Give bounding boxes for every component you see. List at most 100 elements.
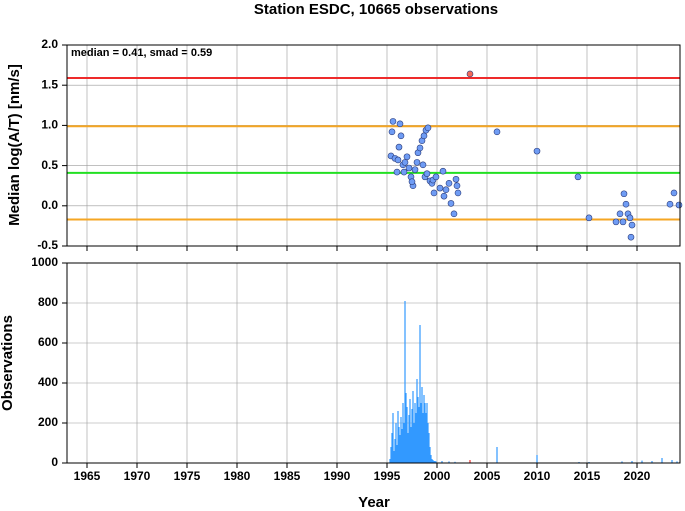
bar [417, 397, 419, 463]
y-tick-label: 1.5 [41, 77, 58, 91]
bar [425, 413, 427, 463]
bar [411, 409, 413, 463]
point [452, 175, 460, 183]
y-tick-label: 0.5 [41, 158, 58, 172]
point [393, 168, 401, 176]
x-tick-label: 1990 [324, 469, 351, 483]
bar [427, 423, 429, 463]
point [585, 214, 593, 222]
x-tick-label: 1965 [74, 469, 101, 483]
point [424, 124, 432, 132]
y-tick-label: 1.0 [41, 118, 58, 132]
y-axis-label: Observations [0, 315, 16, 411]
panel: 1965 1970 1975 1980 1985 1990 1995 2000 2005 2010… [31, 255, 681, 483]
bar [424, 403, 426, 463]
point [445, 179, 453, 187]
bar [407, 433, 409, 463]
point [395, 143, 403, 151]
point [493, 128, 501, 136]
bar [405, 393, 407, 463]
point [447, 200, 455, 207]
bar [676, 461, 678, 463]
x-tick-label: 1970 [124, 469, 151, 483]
bar [409, 399, 411, 463]
point [453, 182, 461, 189]
y-tick-label: 600 [38, 335, 58, 349]
y-tick-label: 2.0 [41, 37, 58, 51]
bar [621, 461, 623, 463]
bar [399, 435, 401, 463]
x-axis-label: Year [358, 494, 390, 511]
bar [402, 403, 404, 463]
bar [397, 411, 399, 463]
bar [641, 460, 643, 463]
point [405, 164, 413, 172]
point [620, 190, 628, 198]
bar [422, 413, 424, 463]
point [612, 218, 620, 226]
bar [434, 461, 436, 463]
bar [430, 455, 432, 463]
bar [390, 447, 392, 463]
bar [631, 461, 633, 463]
bar [404, 301, 406, 463]
x-tick-label: 2005 [474, 469, 501, 483]
bar [671, 460, 673, 463]
point [432, 173, 440, 181]
point [401, 159, 409, 166]
bar [408, 415, 410, 463]
bar [392, 413, 394, 463]
chart-title: Station ESDC, 10665 observations [254, 1, 498, 18]
bar [410, 427, 412, 463]
y-tick-label: 1000 [31, 255, 58, 269]
panel: -0.5 0.0 0.5 1.0 1.5 2.0 [37, 37, 683, 252]
bar [441, 461, 443, 463]
point [420, 132, 428, 140]
y-tick-label: 0 [51, 455, 58, 469]
point [622, 200, 630, 208]
point [430, 189, 438, 197]
x-tick-label: 1980 [224, 469, 251, 483]
point [450, 210, 458, 218]
plot-frame [66, 262, 681, 464]
x-tick-label: 1985 [274, 469, 301, 483]
point [466, 70, 474, 78]
point [454, 189, 462, 197]
bar [454, 461, 456, 463]
y-tick-label: 400 [38, 375, 58, 389]
point [388, 128, 396, 136]
bar [415, 413, 417, 463]
point [440, 192, 448, 200]
bar [418, 407, 420, 463]
x-tick-label: 1995 [374, 469, 401, 483]
y-tick-label: 0.0 [41, 198, 58, 212]
bar [431, 459, 433, 463]
point [626, 214, 634, 222]
bar [536, 455, 538, 463]
point [670, 189, 678, 197]
point [389, 118, 397, 125]
bar [413, 423, 415, 463]
bar [394, 439, 396, 463]
point [394, 156, 402, 164]
point [436, 184, 444, 192]
point [616, 210, 624, 218]
bar [435, 461, 437, 463]
point [400, 168, 408, 176]
point [403, 153, 411, 161]
bar [412, 391, 414, 463]
bar [396, 445, 398, 463]
point [628, 221, 636, 229]
plot-frame [66, 44, 681, 247]
bar [403, 423, 405, 463]
bar [448, 461, 450, 463]
point [619, 218, 627, 226]
bar [391, 433, 393, 463]
point [533, 147, 541, 155]
y-tick-label: 800 [38, 295, 58, 309]
point [397, 132, 405, 140]
bar [429, 447, 431, 463]
x-tick-label: 2020 [624, 469, 651, 483]
y-tick-label: -0.5 [37, 238, 58, 252]
